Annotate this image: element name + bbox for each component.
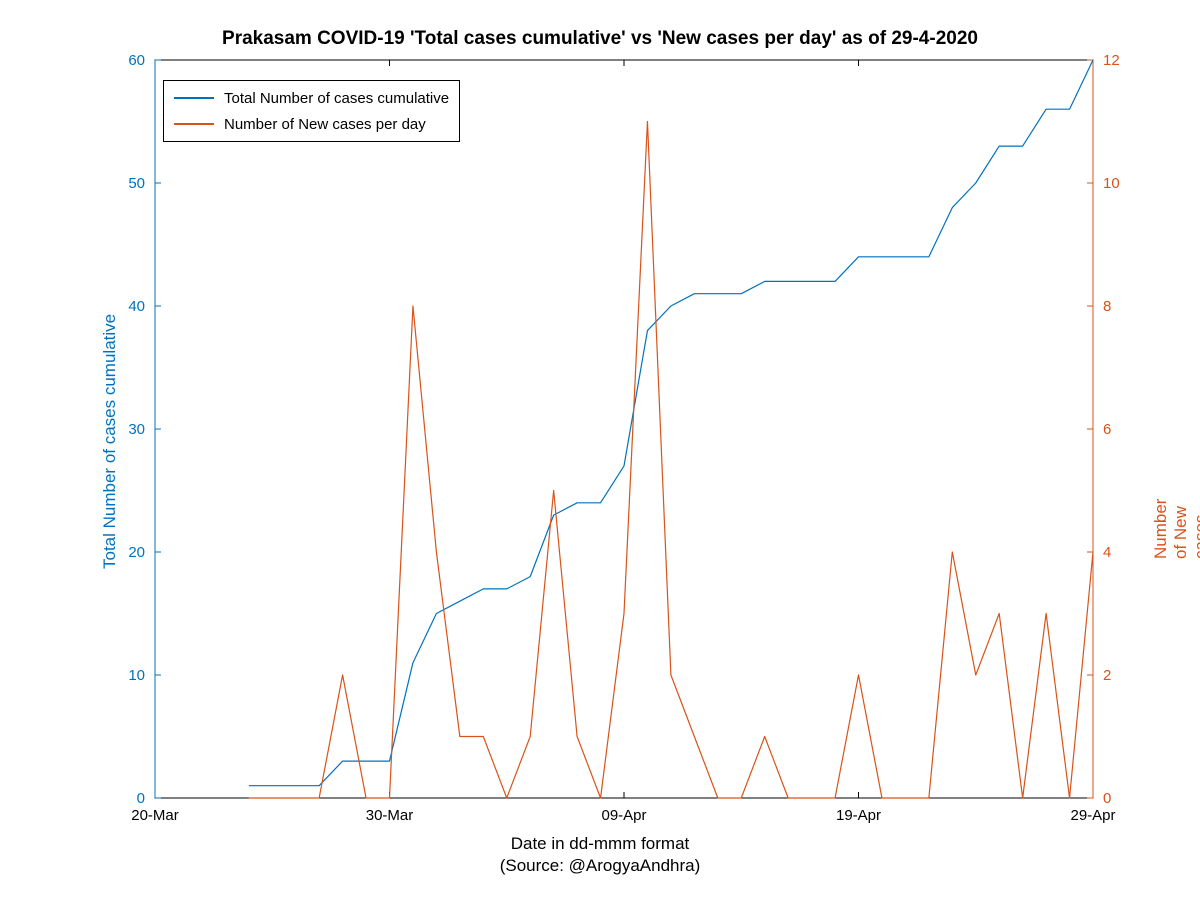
chart-root: Prakasam COVID-19 'Total cases cumulativ… <box>0 0 1200 898</box>
svg-text:0: 0 <box>1103 790 1111 807</box>
plot-svg: 20-Mar30-Mar09-Apr19-Apr29-Apr0102030405… <box>155 60 1093 798</box>
legend-item-cumulative: Total Number of cases cumulative <box>174 87 449 109</box>
svg-text:6: 6 <box>1103 421 1111 438</box>
legend-label-cumulative: Total Number of cases cumulative <box>224 90 449 107</box>
svg-text:19-Apr: 19-Apr <box>836 807 881 824</box>
svg-text:12: 12 <box>1103 52 1120 69</box>
svg-text:50: 50 <box>128 175 145 192</box>
svg-text:30: 30 <box>128 421 145 438</box>
svg-text:0: 0 <box>137 790 145 807</box>
y-right-axis-label: Number of New cases per day <box>1151 499 1200 559</box>
svg-text:20: 20 <box>128 544 145 561</box>
svg-text:29-Apr: 29-Apr <box>1070 807 1115 824</box>
svg-text:2: 2 <box>1103 667 1111 684</box>
legend-item-new: Number of New cases per day <box>174 113 449 135</box>
svg-text:60: 60 <box>128 52 145 69</box>
x-axis-label-line2: (Source: @ArogyaAndhra) <box>0 856 1200 876</box>
y-left-axis-label: Total Number of cases cumulative <box>100 314 120 569</box>
legend-swatch-new <box>174 123 214 125</box>
svg-text:8: 8 <box>1103 298 1111 315</box>
plot-area: 20-Mar30-Mar09-Apr19-Apr29-Apr0102030405… <box>155 60 1093 798</box>
svg-text:20-Mar: 20-Mar <box>131 807 179 824</box>
svg-text:30-Mar: 30-Mar <box>366 807 414 824</box>
svg-text:4: 4 <box>1103 544 1111 561</box>
legend: Total Number of cases cumulative Number … <box>163 80 460 142</box>
svg-text:10: 10 <box>128 667 145 684</box>
svg-text:09-Apr: 09-Apr <box>601 807 646 824</box>
svg-text:40: 40 <box>128 298 145 315</box>
legend-label-new: Number of New cases per day <box>224 116 426 133</box>
chart-title: Prakasam COVID-19 'Total cases cumulativ… <box>0 28 1200 50</box>
x-axis-label-line1: Date in dd-mmm format <box>0 834 1200 854</box>
svg-text:10: 10 <box>1103 175 1120 192</box>
legend-swatch-cumulative <box>174 97 214 99</box>
